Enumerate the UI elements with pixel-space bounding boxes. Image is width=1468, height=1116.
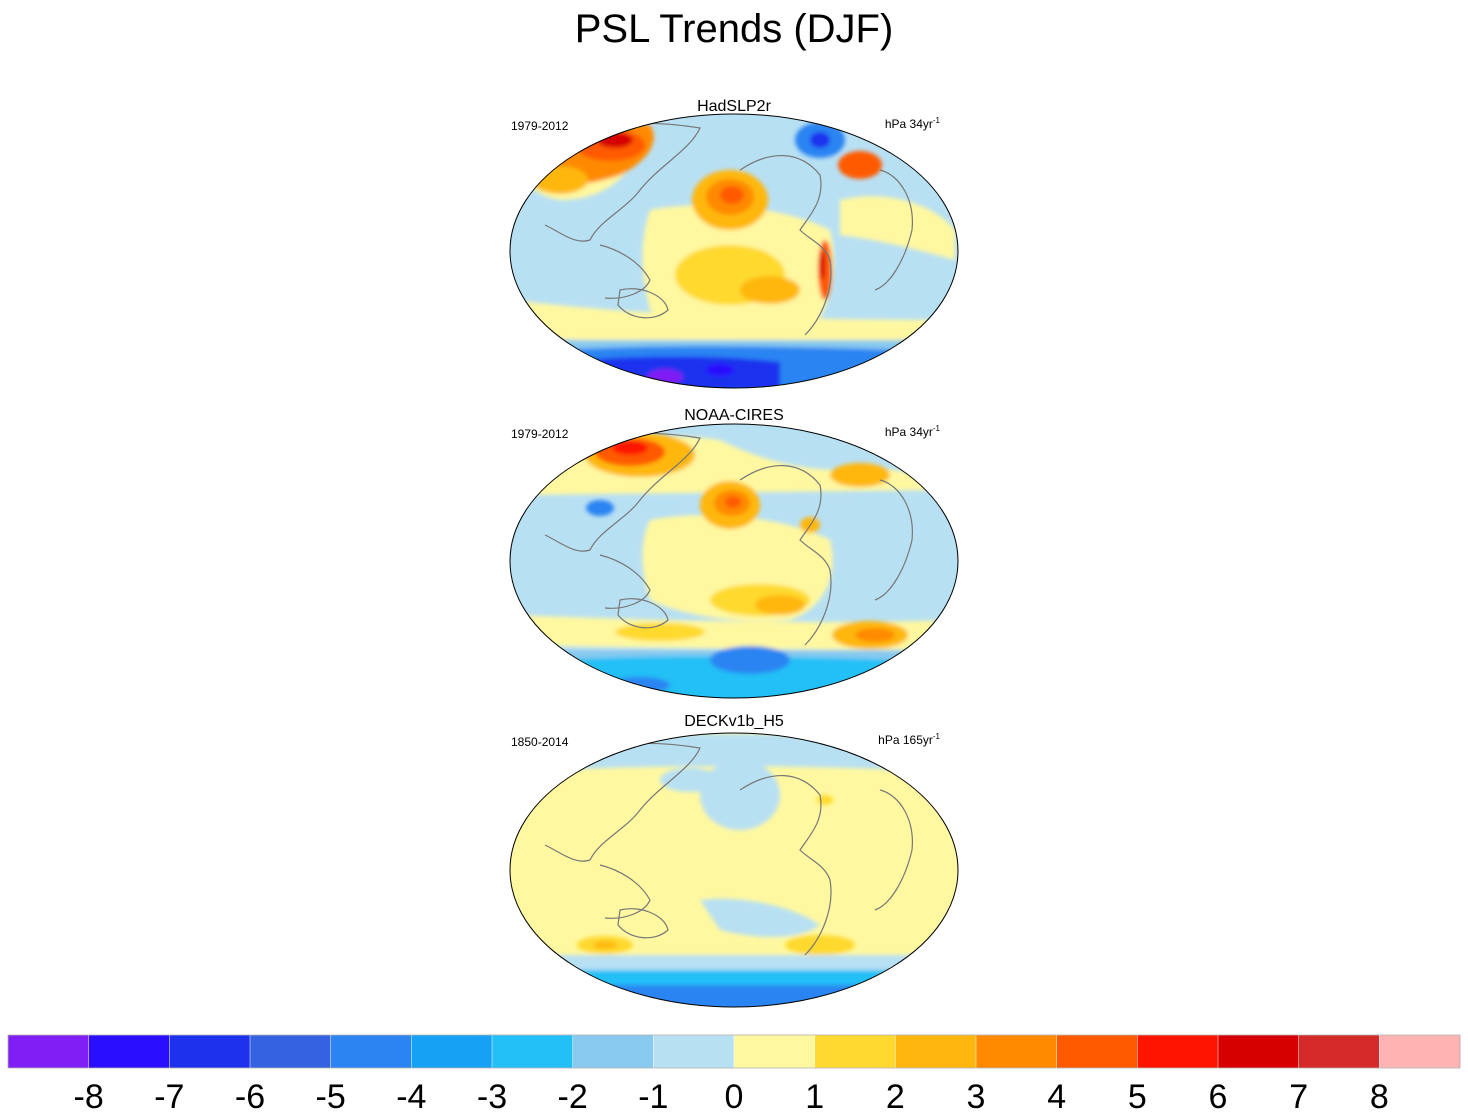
- panel-noaa-cires: NOAA-CIRES 1979-2012 hPa 34yr-1: [509, 407, 959, 699]
- colorbar-tick-label: -4: [396, 1078, 426, 1116]
- colorbar-swatch: [411, 1034, 493, 1069]
- colorbar-tick-label: 1: [805, 1078, 824, 1116]
- panel-title: DECKv1b_H5: [684, 713, 784, 730]
- colorbar-swatch: [1056, 1034, 1138, 1069]
- colorbar-swatch: [169, 1034, 251, 1069]
- panel-title: HadSLP2r: [697, 98, 771, 115]
- panel-units: hPa 165yr-1: [878, 732, 940, 747]
- colorbar-tick-label: 3: [967, 1078, 986, 1116]
- panel-title: NOAA-CIRES: [684, 407, 784, 424]
- map-field: [510, 424, 958, 698]
- colorbar-swatch: [1379, 1034, 1461, 1069]
- colorbar-tick-label: -5: [316, 1078, 346, 1116]
- figure-title: PSL Trends (DJF): [575, 7, 894, 51]
- colorbar-tick-label: -1: [638, 1078, 668, 1116]
- panel-period: 1850-2014: [511, 735, 569, 749]
- map-field: [510, 114, 958, 388]
- map-border: [509, 113, 959, 389]
- colorbar-tick-label: 8: [1370, 1078, 1389, 1116]
- colorbar-tick-label: -7: [154, 1078, 184, 1116]
- panel-units: hPa 34yr-1: [885, 116, 941, 131]
- colorbar-swatch: [895, 1034, 977, 1069]
- colorbar-swatch: [88, 1034, 170, 1069]
- colorbar: -8 -7 -6 -5 -4 -3 -2 -1 0 1 2 3 4 5 6 7 8: [7, 1034, 1461, 1116]
- panel-deckv1b-h5: DECKv1b_H5 1850-2014 hPa 165yr-1: [509, 713, 959, 1008]
- colorbar-swatch: [1217, 1034, 1300, 1069]
- colorbar-tick-label: 0: [725, 1078, 744, 1116]
- colorbar-tick-label: -2: [558, 1078, 588, 1116]
- colorbar-swatch: [975, 1034, 1058, 1069]
- panel-period: 1979-2012: [511, 427, 569, 441]
- colorbar-swatch: [653, 1034, 735, 1069]
- colorbar-swatch: [491, 1034, 574, 1069]
- colorbar-swatch: [814, 1034, 896, 1069]
- panel-hadslp2r: HadSLP2r 1979-2012 hPa 34yr-1: [509, 98, 959, 389]
- colorbar-swatch: [330, 1034, 412, 1069]
- panel-units: hPa 34yr-1: [885, 424, 941, 439]
- colorbar-swatch: [7, 1034, 90, 1069]
- colorbar-swatch: [249, 1034, 332, 1069]
- map-border: [509, 732, 959, 1008]
- colorbar-tick-label: 6: [1209, 1078, 1228, 1116]
- colorbar-tick-label: -8: [74, 1078, 104, 1116]
- colorbar-tick-label: -3: [477, 1078, 507, 1116]
- colorbar-tick-label: 5: [1128, 1078, 1147, 1116]
- colorbar-swatch: [572, 1034, 654, 1069]
- colorbar-tick-label: 2: [886, 1078, 905, 1116]
- colorbar-tick-label: 7: [1289, 1078, 1308, 1116]
- colorbar-tick-label: -6: [235, 1078, 265, 1116]
- colorbar-tick-label: 4: [1047, 1078, 1066, 1116]
- colorbar-swatch: [733, 1034, 816, 1069]
- map-field: [510, 733, 958, 1007]
- colorbar-swatch: [1298, 1034, 1380, 1069]
- map-border: [509, 423, 959, 699]
- panel-period: 1979-2012: [511, 119, 569, 133]
- colorbar-outline: [7, 1034, 1461, 1069]
- colorbar-swatch: [1137, 1034, 1219, 1069]
